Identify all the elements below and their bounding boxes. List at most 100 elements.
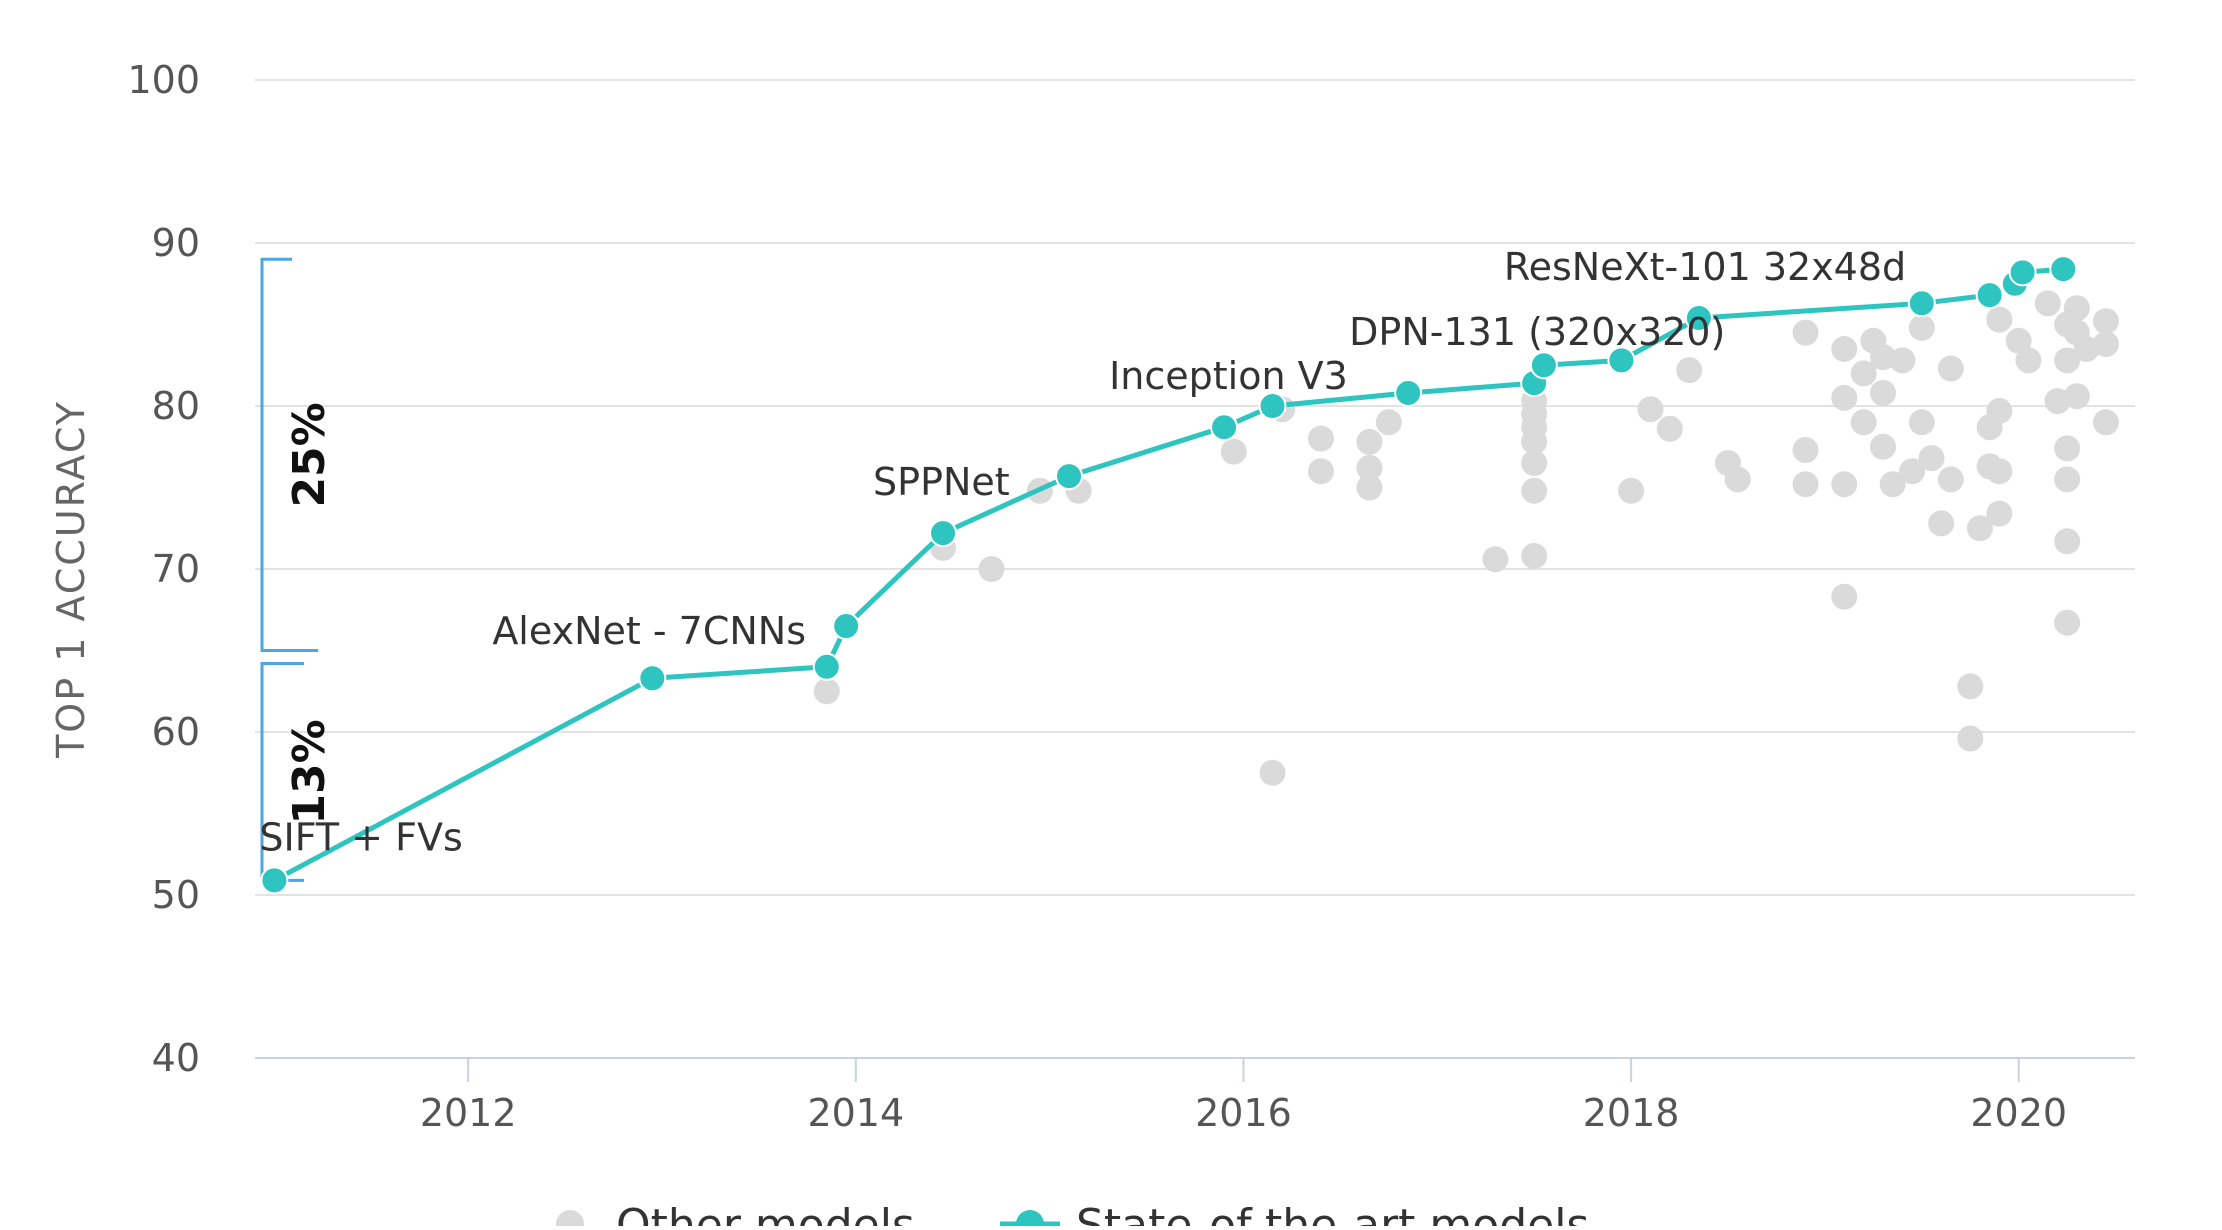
x-tick-label: 2016 [1195,1091,1292,1135]
annotation-label: DPN-131 (320x320) [1349,310,1725,354]
other-model-point [1356,428,1383,455]
other-model-point [2092,308,2119,335]
sota-point [1258,392,1287,420]
other-model-point [1521,542,1548,569]
y-tick-label: 80 [152,384,200,428]
sota-point [1529,351,1558,380]
other-model-point [1957,725,1984,752]
other-model-point [1375,409,1402,436]
other-model-point [1870,433,1897,460]
annotation-label: ResNeXt-101 32x48d [1504,245,1906,289]
other-model-point [1879,471,1906,498]
other-model-point [1637,396,1664,423]
other-model-point [978,556,1005,582]
other-model-point [1986,397,2013,424]
bracket-layer: 25% 13% [260,257,335,882]
other-model-point [813,678,840,705]
annotation-layer: SIFT + FVs AlexNet - 7CNNs SPPNet Inception… [259,245,1906,859]
sota-point [832,612,861,641]
other-model-point [2063,295,2090,322]
other-model-point [1792,471,1819,498]
other-model-point [2005,327,2032,354]
other-model-point [1831,583,1858,610]
other-model-point [2054,528,2081,555]
other-model-point [2054,466,2081,493]
sota-point [1684,303,1713,332]
sota-point [638,664,667,693]
annotation-label: SIFT + FVs [259,815,462,859]
legend-other-marker [556,1210,584,1230]
y-axis-title: TOP 1 ACCURACY [49,400,93,759]
x-tick-label: 2018 [1583,1091,1680,1135]
other-model-point [1928,510,1955,537]
sota-point [929,519,958,548]
other-model-point [2054,609,2081,636]
sota-point [2008,258,2037,287]
other-model-point [2063,383,2090,410]
other-model-point [1870,379,1897,406]
axis-layer: 40 50 60 70 80 90 100 2012 2014 2016 2018 2020 TOP 1… [49,58,2067,1135]
other-model-point [1482,546,1509,573]
annotation-label: SPPNet [873,460,1010,504]
other-model-point [1908,314,1935,341]
other-model-point [2015,347,2042,374]
other-model-point [1937,466,1964,493]
other-model-point [1676,357,1703,384]
x-tick-label: 2012 [420,1091,517,1135]
other-model-point [1957,673,1984,700]
sota-point [1607,346,1636,375]
legend: Other models State-of-the-art models [556,1200,1589,1230]
other-models-layer [813,290,2119,786]
annotation-label: AlexNet - 7CNNs [492,609,806,653]
sota-point [260,866,289,895]
other-model-point [1792,319,1819,346]
other-model-point [2034,290,2061,317]
other-model-point [1618,477,1645,504]
other-model-point [2054,435,2081,462]
other-model-point [1307,425,1334,452]
other-model-point [2092,409,2119,436]
bracket-label: 25% [284,402,335,507]
other-model-point [1356,474,1383,501]
x-tick-label: 2020 [1970,1091,2067,1135]
legend-sota-label: State-of-the-art models [1076,1200,1589,1226]
other-model-point [1521,428,1548,455]
other-model-point [2092,331,2119,358]
other-model-point [1870,344,1897,371]
sota-point [1394,378,1423,407]
other-model-point [1918,445,1945,472]
other-model-point [1792,437,1819,464]
other-model-point [1850,360,1877,387]
y-tick-label: 100 [127,58,200,102]
other-model-point [1850,409,1877,436]
other-model-point [1986,458,2013,485]
other-model-point [1986,500,2013,527]
other-model-point [1831,335,1858,362]
y-tick-label: 50 [152,873,200,917]
sota-point [2049,255,2078,284]
annotation-label: Inception V3 [1109,354,1348,398]
other-model-point [1908,409,1935,436]
sota-point [1975,281,2004,310]
other-model-point [1899,458,1926,485]
legend-other-label: Other models [616,1200,915,1226]
sota-layer [260,255,2078,895]
x-tick-label: 2014 [807,1091,904,1135]
sota-point [1907,289,1936,318]
other-model-point [1259,759,1286,786]
sota-point [1055,462,1084,491]
y-tick-label: 40 [152,1036,200,1080]
other-model-point [1889,347,1916,374]
other-model-point [2054,347,2081,374]
other-model-point [1521,477,1548,504]
other-model-point [1724,466,1751,493]
other-model-point [1937,355,1964,382]
y-tick-label: 60 [152,710,200,754]
sota-point [812,652,841,681]
other-model-point [1307,458,1334,485]
other-model-point [1656,415,1683,442]
legend-sota-marker [1016,1210,1044,1230]
bracket-label: 13% [284,719,335,824]
bracket-line [260,257,318,652]
